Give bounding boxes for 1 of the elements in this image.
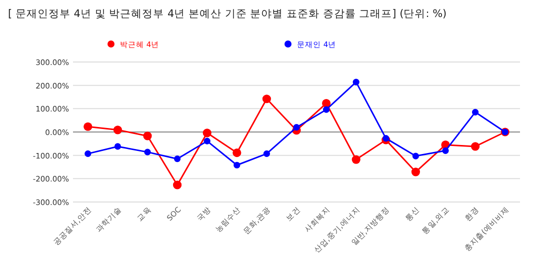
title: [ 문재인정부 4년 및 박근혜정부 4년 본예산 기준 분야별 표준화 증감률 그래프] (단위: %): [8, 8, 447, 20]
